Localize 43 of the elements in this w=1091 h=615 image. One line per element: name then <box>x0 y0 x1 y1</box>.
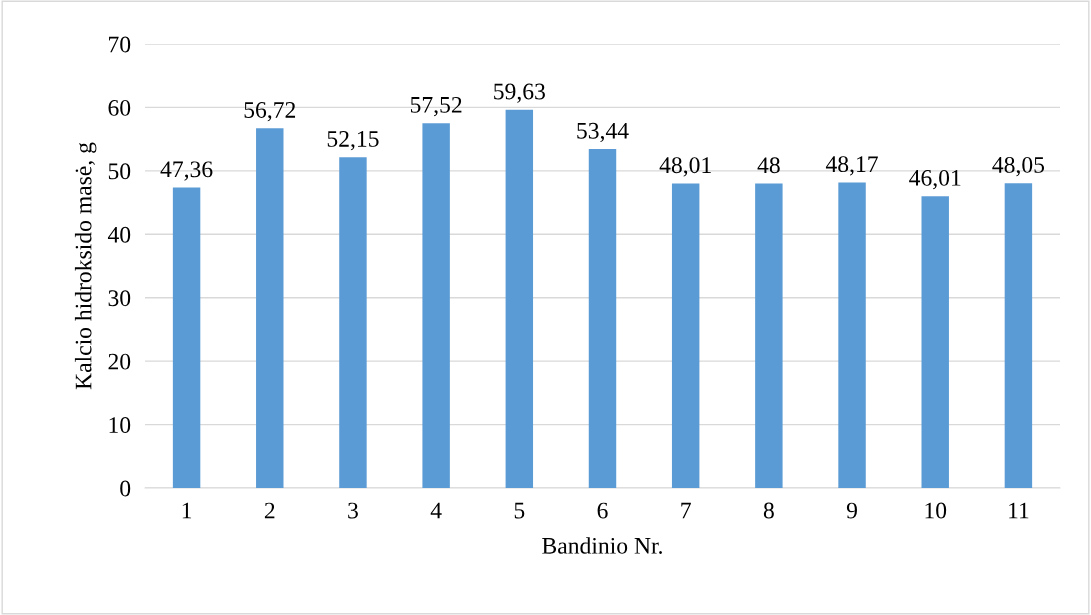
y-tick-label: 0 <box>120 480 131 497</box>
x-tick-label: 5 <box>514 502 525 519</box>
data-label: 47,36 <box>160 161 213 181</box>
bar <box>505 109 534 488</box>
y-tick-label: 70 <box>109 36 131 53</box>
x-tick-label: 8 <box>763 502 774 519</box>
bar <box>671 183 700 488</box>
x-tick-label: 4 <box>430 502 442 519</box>
bar <box>588 149 617 488</box>
bar <box>921 196 949 488</box>
y-tick-label: 40 <box>107 226 131 243</box>
x-axis-title: Bandinio Nr. <box>542 537 662 554</box>
bar <box>172 187 201 488</box>
x-tick-label: 2 <box>264 502 275 519</box>
x-tick-label: 6 <box>597 502 608 519</box>
y-tick-label: 50 <box>108 163 131 180</box>
data-label: 52,15 <box>327 131 379 151</box>
y-tick-label: 10 <box>109 417 131 433</box>
data-label: 46,01 <box>909 169 961 190</box>
bar <box>838 182 866 488</box>
x-tick-label: 10 <box>925 502 947 519</box>
x-tick-label: 3 <box>348 502 358 519</box>
bar <box>1004 183 1033 488</box>
x-tick-label: 11 <box>1009 502 1029 519</box>
data-label: 59,63 <box>494 83 545 103</box>
bar <box>422 123 450 488</box>
y-axis-title: Kalcio hidroksido masė, g <box>74 142 97 390</box>
bar <box>339 157 367 488</box>
data-label: 48,05 <box>992 156 1045 177</box>
bar <box>755 183 783 488</box>
data-label: 53,44 <box>577 122 629 143</box>
x-tick-label: 9 <box>846 502 857 519</box>
x-tick-label: 1 <box>182 502 192 519</box>
y-tick-label: 60 <box>108 99 131 116</box>
data-label: 56,72 <box>244 102 296 122</box>
data-label: 48 <box>757 157 780 174</box>
y-tick-label: 20 <box>108 353 131 370</box>
bar <box>256 128 284 488</box>
x-tick-label: 7 <box>681 502 691 519</box>
data-label: 48,01 <box>659 157 711 177</box>
data-label: 57,52 <box>410 96 462 117</box>
data-label: 48,17 <box>825 156 878 176</box>
y-tick-label: 30 <box>108 290 131 307</box>
